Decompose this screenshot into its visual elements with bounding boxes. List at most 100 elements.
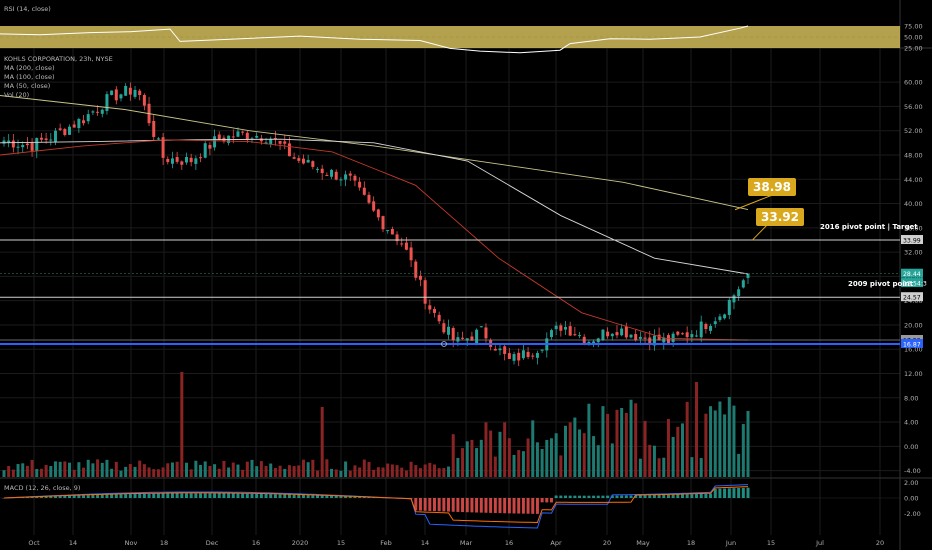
candle-body [203, 143, 207, 158]
candle-body [517, 352, 521, 361]
volume-bar [241, 469, 245, 477]
candle-body [470, 336, 474, 341]
macd-hist-bar [456, 498, 460, 512]
volume-bar [213, 464, 217, 477]
volume-bar [442, 468, 446, 477]
macd-hist-bar [311, 495, 315, 498]
callout-38-98-pointer [734, 193, 776, 211]
candle-body [297, 158, 301, 161]
ma200-legend[interactable]: MA (200, close) [4, 64, 55, 72]
x-tick-10: Mar [460, 539, 473, 547]
volume-bar [110, 468, 114, 477]
macd-hist-bar [30, 496, 34, 498]
candle-body [138, 90, 142, 96]
volume-bar [128, 464, 132, 477]
volume-bar [741, 424, 745, 477]
macd-hist-bar [245, 493, 249, 498]
callout-38-98: 38.98 [748, 178, 796, 196]
volume-bar [199, 464, 203, 477]
macd-hist-bar [648, 495, 652, 498]
volume-bar [68, 462, 72, 477]
macd-hist-bar [638, 495, 642, 498]
volume-bar [451, 434, 455, 477]
volume-bar [629, 399, 633, 477]
macd-hist-bar [96, 494, 100, 498]
x-tick-6: 2020 [292, 539, 309, 547]
volume-bar [381, 467, 385, 477]
macd-hist-bar [353, 496, 357, 498]
candle-body [189, 157, 193, 163]
candle-body [685, 332, 689, 338]
macd-hist-bar [620, 495, 624, 498]
symbol-title[interactable]: KOHLS CORPORATION, 23h, NYSE [4, 55, 113, 63]
macd-hist-bar [362, 496, 366, 498]
volume-bar [662, 457, 666, 477]
tag-pivot-2016: 33.99 [903, 238, 921, 245]
x-tick-1: 14 [69, 539, 77, 547]
macd-legend[interactable]: MACD (12, 26, close, 9) [4, 484, 81, 492]
volume-bar [409, 461, 413, 477]
volume-bar [264, 465, 268, 477]
volume-bar [606, 413, 610, 477]
volume-bar [86, 459, 90, 477]
volume-bar [727, 397, 731, 477]
volume-bar [287, 465, 291, 477]
pivot-2016-label: 2016 pivot point | Target [820, 223, 918, 231]
macd-hist-bar [250, 493, 254, 498]
volume-bar [652, 445, 656, 477]
candle-body [447, 326, 451, 335]
macd-hist-bar [423, 498, 427, 511]
x-tick-16: Jun [725, 539, 736, 547]
volume-bar [91, 463, 95, 477]
volume-bar [414, 465, 418, 477]
macd-hist-bar [161, 493, 165, 498]
volume-bar [395, 465, 399, 477]
volume-legend[interactable]: Vol (20) [4, 91, 30, 99]
volume-bar [44, 464, 48, 477]
candle-body [386, 230, 390, 232]
volume-bar [362, 459, 366, 477]
macd-hist-bar [610, 495, 614, 498]
macd-hist-bar [227, 493, 231, 498]
macd-hist-bar [732, 488, 736, 498]
volume-bar [250, 459, 254, 477]
ma50-legend[interactable]: MA (50, close) [4, 82, 51, 90]
volume-bar [470, 439, 474, 477]
macd-hist-bar [512, 498, 516, 514]
volume-bar [582, 433, 586, 477]
volume-bar [512, 454, 516, 477]
volume-bar [423, 464, 427, 477]
candle-body [156, 138, 160, 140]
tag-last-price: 28.44 [903, 271, 921, 278]
macd-hist-bar [199, 493, 203, 498]
macd-hist-bar [100, 494, 104, 498]
tag-pivot-2009-bg [901, 292, 923, 302]
volume-bar [11, 469, 15, 477]
macd-hist-bar [68, 495, 72, 498]
macd-hist-bar [91, 494, 95, 498]
macd-hist-bar [451, 498, 455, 512]
macd-hist-bar [461, 498, 465, 513]
macd-hist-bar [718, 488, 722, 498]
x-tick-3: 18 [160, 539, 168, 547]
macd-hist-bar [685, 494, 689, 498]
volume-bar [292, 466, 296, 477]
candle-body [512, 354, 516, 361]
candle-body [273, 137, 277, 140]
macd-hist-bar [2, 498, 6, 499]
volume-bar [96, 459, 100, 477]
macd-hist-bar [72, 495, 76, 498]
price-tick-0: 60.00 [904, 79, 923, 87]
macd-hist-bar [727, 488, 731, 498]
ma100-line [0, 138, 749, 275]
volume-bar [63, 461, 67, 477]
volume-bar [671, 436, 675, 477]
candle-body [568, 326, 572, 336]
macd-hist-bar [680, 494, 684, 498]
macd-hist-bar [133, 493, 137, 498]
ma100-legend[interactable]: MA (100, close) [4, 73, 55, 81]
candle-body [432, 309, 436, 313]
volume-bar [320, 407, 324, 477]
pivot-2009-label: 2009 pivot point [848, 280, 914, 288]
